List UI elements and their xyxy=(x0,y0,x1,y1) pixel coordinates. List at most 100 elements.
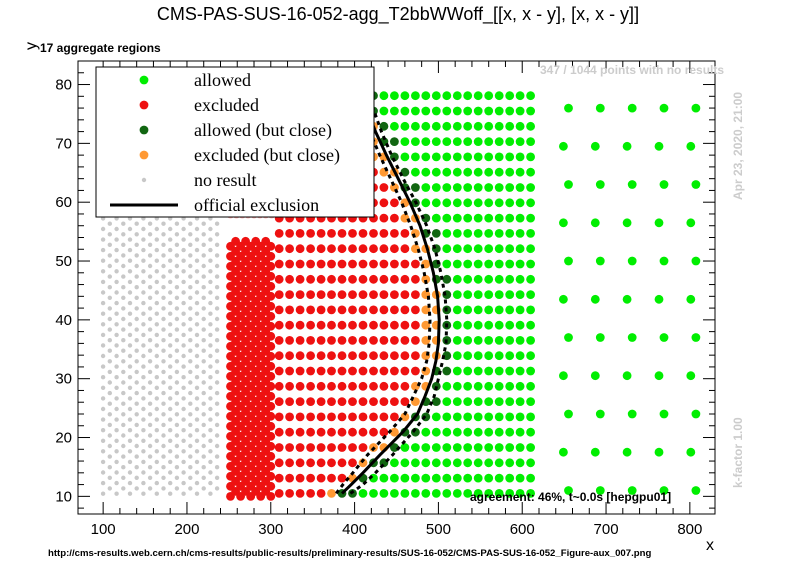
data-point xyxy=(168,480,173,486)
data-point xyxy=(141,247,146,253)
x-tick-label: 100 xyxy=(91,521,116,538)
data-point xyxy=(327,397,336,406)
data-point xyxy=(107,295,113,300)
legend-marker xyxy=(141,177,147,183)
data-point xyxy=(390,106,399,116)
data-point xyxy=(369,489,378,498)
data-point xyxy=(107,454,113,459)
data-point xyxy=(141,226,146,232)
data-point xyxy=(208,226,213,232)
data-point xyxy=(168,279,173,285)
data-point xyxy=(154,311,159,316)
data-point xyxy=(379,381,389,391)
data-point xyxy=(114,396,119,401)
data-point xyxy=(214,486,220,491)
data-point xyxy=(127,279,133,285)
data-point xyxy=(400,320,410,330)
data-point xyxy=(154,237,159,242)
data-point xyxy=(494,489,504,498)
data-point xyxy=(463,381,473,391)
data-point xyxy=(201,454,206,459)
data-point xyxy=(161,486,166,491)
chart-subtitle: 17 aggregate regions xyxy=(40,41,161,55)
data-point xyxy=(107,348,113,353)
data-point xyxy=(181,406,186,412)
data-point xyxy=(463,106,473,116)
data-point xyxy=(127,428,133,433)
data-point xyxy=(134,232,139,237)
data-point xyxy=(127,343,133,348)
data-point xyxy=(154,438,159,443)
data-point xyxy=(285,305,294,315)
data-point xyxy=(114,343,119,348)
data-point xyxy=(147,253,153,258)
data-point xyxy=(390,473,399,483)
data-point xyxy=(274,427,284,437)
data-point xyxy=(622,141,632,151)
data-point xyxy=(316,259,326,269)
data-point xyxy=(564,333,573,342)
data-point xyxy=(107,285,113,290)
data-point xyxy=(327,443,336,452)
data-point xyxy=(141,237,146,242)
data-point xyxy=(188,348,193,353)
data-point xyxy=(107,232,113,237)
data-point xyxy=(285,458,294,468)
data-point xyxy=(526,213,535,223)
data-point xyxy=(515,473,525,483)
data-point xyxy=(379,91,389,101)
data-point xyxy=(134,401,139,406)
data-point xyxy=(452,259,462,269)
data-point xyxy=(114,353,119,359)
data-point xyxy=(201,316,206,322)
data-point xyxy=(147,338,153,343)
data-point xyxy=(463,91,473,101)
data-point xyxy=(400,473,410,483)
data-point xyxy=(181,480,186,486)
data-point xyxy=(174,253,180,258)
data-point xyxy=(452,458,462,468)
data-point xyxy=(442,121,452,131)
data-point xyxy=(369,320,378,330)
data-point xyxy=(121,274,126,279)
data-point xyxy=(121,327,126,332)
data-point xyxy=(622,218,632,228)
data-point xyxy=(201,486,206,491)
data-point xyxy=(358,381,368,391)
data-point xyxy=(421,458,431,468)
data-point xyxy=(358,229,368,238)
data-point xyxy=(214,475,220,480)
data-point xyxy=(208,364,213,369)
data-point xyxy=(214,285,220,290)
data-point xyxy=(473,213,483,223)
data-point xyxy=(306,229,315,238)
data-point xyxy=(442,167,452,177)
data-point xyxy=(463,443,473,452)
legend: allowed excluded allowed (but close) exclud… xyxy=(95,66,375,218)
data-point xyxy=(174,433,180,438)
data-point xyxy=(121,486,126,491)
data-point xyxy=(442,198,452,208)
data-point xyxy=(473,91,483,101)
data-point xyxy=(114,449,119,454)
data-point xyxy=(627,180,637,189)
data-point xyxy=(214,221,220,226)
data-point xyxy=(295,427,305,437)
data-point xyxy=(484,152,494,162)
data-point xyxy=(327,412,336,422)
data-point xyxy=(327,244,336,254)
data-point xyxy=(285,366,294,376)
data-point xyxy=(473,366,483,376)
data-point xyxy=(174,412,180,417)
data-point xyxy=(452,152,462,162)
data-point xyxy=(358,427,368,437)
data-point xyxy=(431,106,441,116)
data-point xyxy=(161,369,166,375)
data-point xyxy=(214,465,220,470)
data-point xyxy=(627,486,637,495)
data-point xyxy=(174,306,180,311)
data-point xyxy=(691,409,701,419)
data-point xyxy=(421,320,431,330)
data-point xyxy=(505,167,515,177)
data-point xyxy=(181,311,186,316)
